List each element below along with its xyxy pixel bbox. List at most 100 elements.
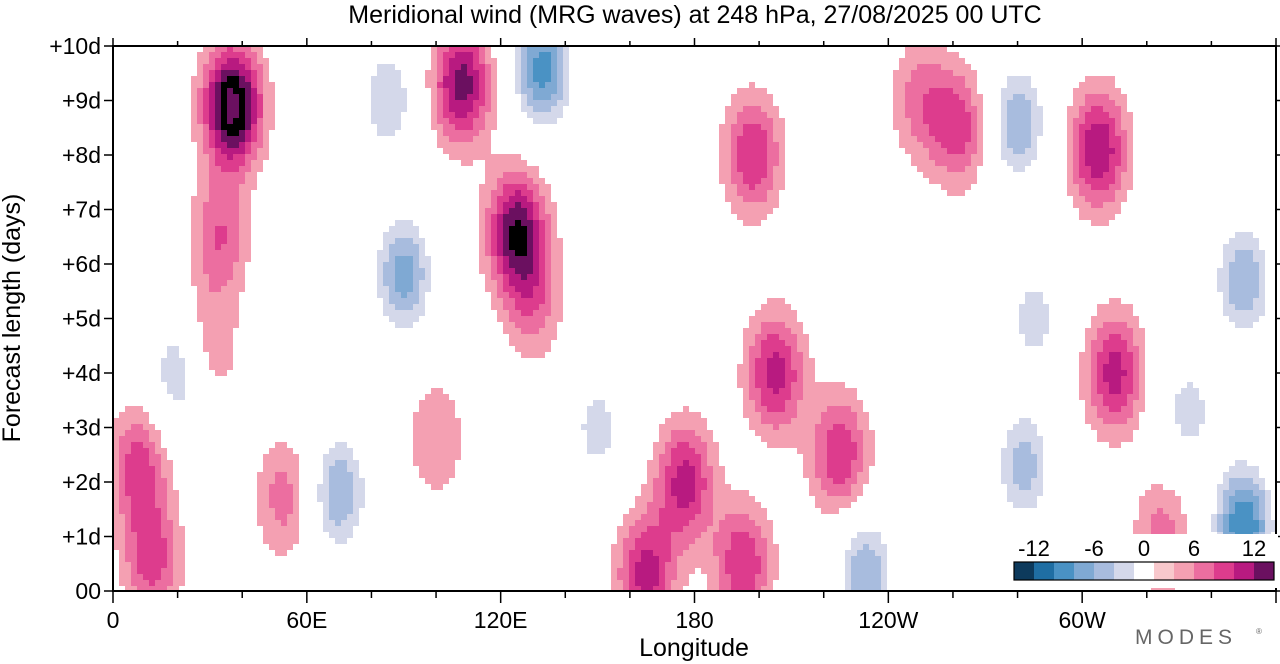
field-cell [719, 490, 725, 496]
field-cell [605, 460, 611, 466]
field-cell [827, 496, 833, 502]
field-cell [461, 82, 467, 88]
field-cell [497, 226, 503, 232]
field-cell [461, 148, 467, 154]
field-cell [779, 172, 785, 178]
field-cell [425, 292, 431, 298]
field-cell [233, 232, 239, 238]
field-cell [1175, 364, 1181, 370]
field-cell [971, 76, 977, 82]
field-cell [389, 328, 395, 334]
field-cell [233, 250, 239, 256]
field-cell [437, 442, 443, 448]
field-cell [1103, 130, 1109, 136]
field-cell [461, 112, 467, 118]
field-cell [437, 118, 443, 124]
field-cell [749, 400, 755, 406]
field-cell [371, 304, 377, 310]
field-cell [371, 82, 377, 88]
field-cell [1091, 76, 1097, 82]
field-cell [1127, 346, 1133, 352]
field-cell [509, 82, 515, 88]
field-cell [833, 478, 839, 484]
field-cell [209, 154, 215, 160]
field-cell [1097, 352, 1103, 358]
field-cell [1115, 406, 1121, 412]
field-cell [515, 268, 521, 274]
field-cell [209, 208, 215, 214]
field-cell [1025, 166, 1031, 172]
field-cell [683, 460, 689, 466]
field-cell [1007, 172, 1013, 178]
field-cell [287, 502, 293, 508]
field-cell [917, 124, 923, 130]
field-cell [437, 454, 443, 460]
field-cell [1019, 286, 1025, 292]
field-cell [683, 436, 689, 442]
field-cell [425, 268, 431, 274]
field-cell [1037, 280, 1043, 286]
field-cell [1031, 64, 1037, 70]
field-cell [1031, 70, 1037, 76]
field-cell [515, 52, 521, 58]
field-cell [1037, 82, 1043, 88]
field-cell [485, 118, 491, 124]
field-cell [1007, 448, 1013, 454]
field-cell [1103, 418, 1109, 424]
field-cell [557, 124, 563, 130]
field-cell [461, 154, 467, 160]
field-cell [521, 286, 527, 292]
field-cell [557, 280, 563, 286]
field-cell [137, 436, 143, 442]
field-cell [749, 502, 755, 508]
field-cell [1025, 382, 1031, 388]
field-cell [347, 484, 353, 490]
field-cell [1019, 292, 1025, 298]
field-cell [1001, 466, 1007, 472]
field-cell [461, 130, 467, 136]
field-cell [863, 466, 869, 472]
field-cell [1085, 142, 1091, 148]
field-cell [917, 106, 923, 112]
field-cell [1013, 496, 1019, 502]
field-cell [1139, 364, 1145, 370]
field-cell [917, 82, 923, 88]
field-cell [779, 400, 785, 406]
field-cell [863, 478, 869, 484]
field-cell [389, 304, 395, 310]
field-cell [1187, 430, 1193, 436]
field-cell [161, 448, 167, 454]
field-cell [425, 406, 431, 412]
field-cell [737, 94, 743, 100]
field-cell [143, 454, 149, 460]
field-cell [341, 442, 347, 448]
field-cell [389, 142, 395, 148]
field-cell [527, 70, 533, 76]
field-cell [473, 136, 479, 142]
field-cell [905, 94, 911, 100]
field-cell [1025, 334, 1031, 340]
field-cell [533, 286, 539, 292]
field-cell [923, 118, 929, 124]
field-cell [317, 466, 323, 472]
field-cell [1271, 100, 1276, 106]
field-cell [1187, 376, 1193, 382]
field-cell [695, 466, 701, 472]
field-cell [485, 286, 491, 292]
field-cell [209, 232, 215, 238]
field-cell [395, 160, 401, 166]
field-cell [791, 364, 797, 370]
field-cell [407, 292, 413, 298]
field-cell [911, 82, 917, 88]
field-cell [365, 118, 371, 124]
field-cell [779, 346, 785, 352]
field-cell [767, 94, 773, 100]
field-cell [563, 52, 569, 58]
field-cell [749, 136, 755, 142]
field-cell [1115, 424, 1121, 430]
field-cell [911, 112, 917, 118]
field-cell [1031, 490, 1037, 496]
field-cell [923, 64, 929, 70]
field-cell [671, 412, 677, 418]
field-cell [731, 184, 737, 190]
